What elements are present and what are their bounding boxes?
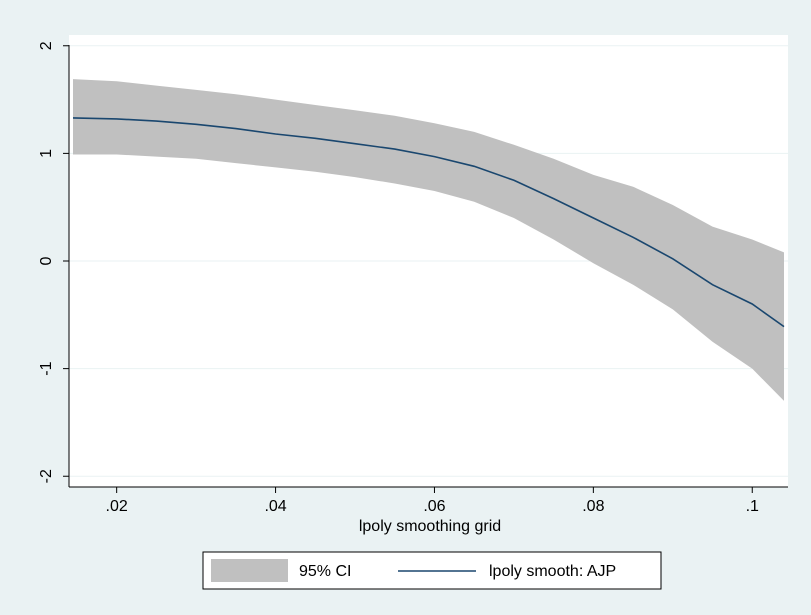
- legend-swatch-ci: [211, 559, 288, 582]
- ci-band-layer: [73, 79, 784, 401]
- ci-band: [73, 79, 784, 401]
- y-tick-label-2: 0: [38, 256, 55, 265]
- y-tick-label-1: -1: [38, 361, 55, 375]
- y-tick-label-4: 2: [38, 41, 55, 50]
- legend-label-line: lpoly smooth: AJP: [489, 563, 616, 580]
- x-tick-label-3: .08: [582, 498, 604, 515]
- legend-label-ci: 95% CI: [299, 563, 351, 580]
- x-tick-label-2: .06: [423, 498, 445, 515]
- x-axis-label: lpoly smoothing grid: [359, 518, 501, 535]
- legend: 95% CI lpoly smooth: AJP: [202, 551, 662, 590]
- y-tick-label-3: 1: [38, 149, 55, 158]
- smooth-line: [72, 117, 785, 328]
- x-tick-label-1: .04: [264, 498, 286, 515]
- y-tick-label-0: -2: [38, 469, 55, 483]
- axes: -2 -1 0 1 2 .02 .04 .06 .08 .1: [38, 41, 788, 515]
- x-tick-label-0: .02: [106, 498, 128, 515]
- smooth-line-layer: [72, 117, 785, 328]
- x-tick-label-4: .1: [746, 498, 759, 515]
